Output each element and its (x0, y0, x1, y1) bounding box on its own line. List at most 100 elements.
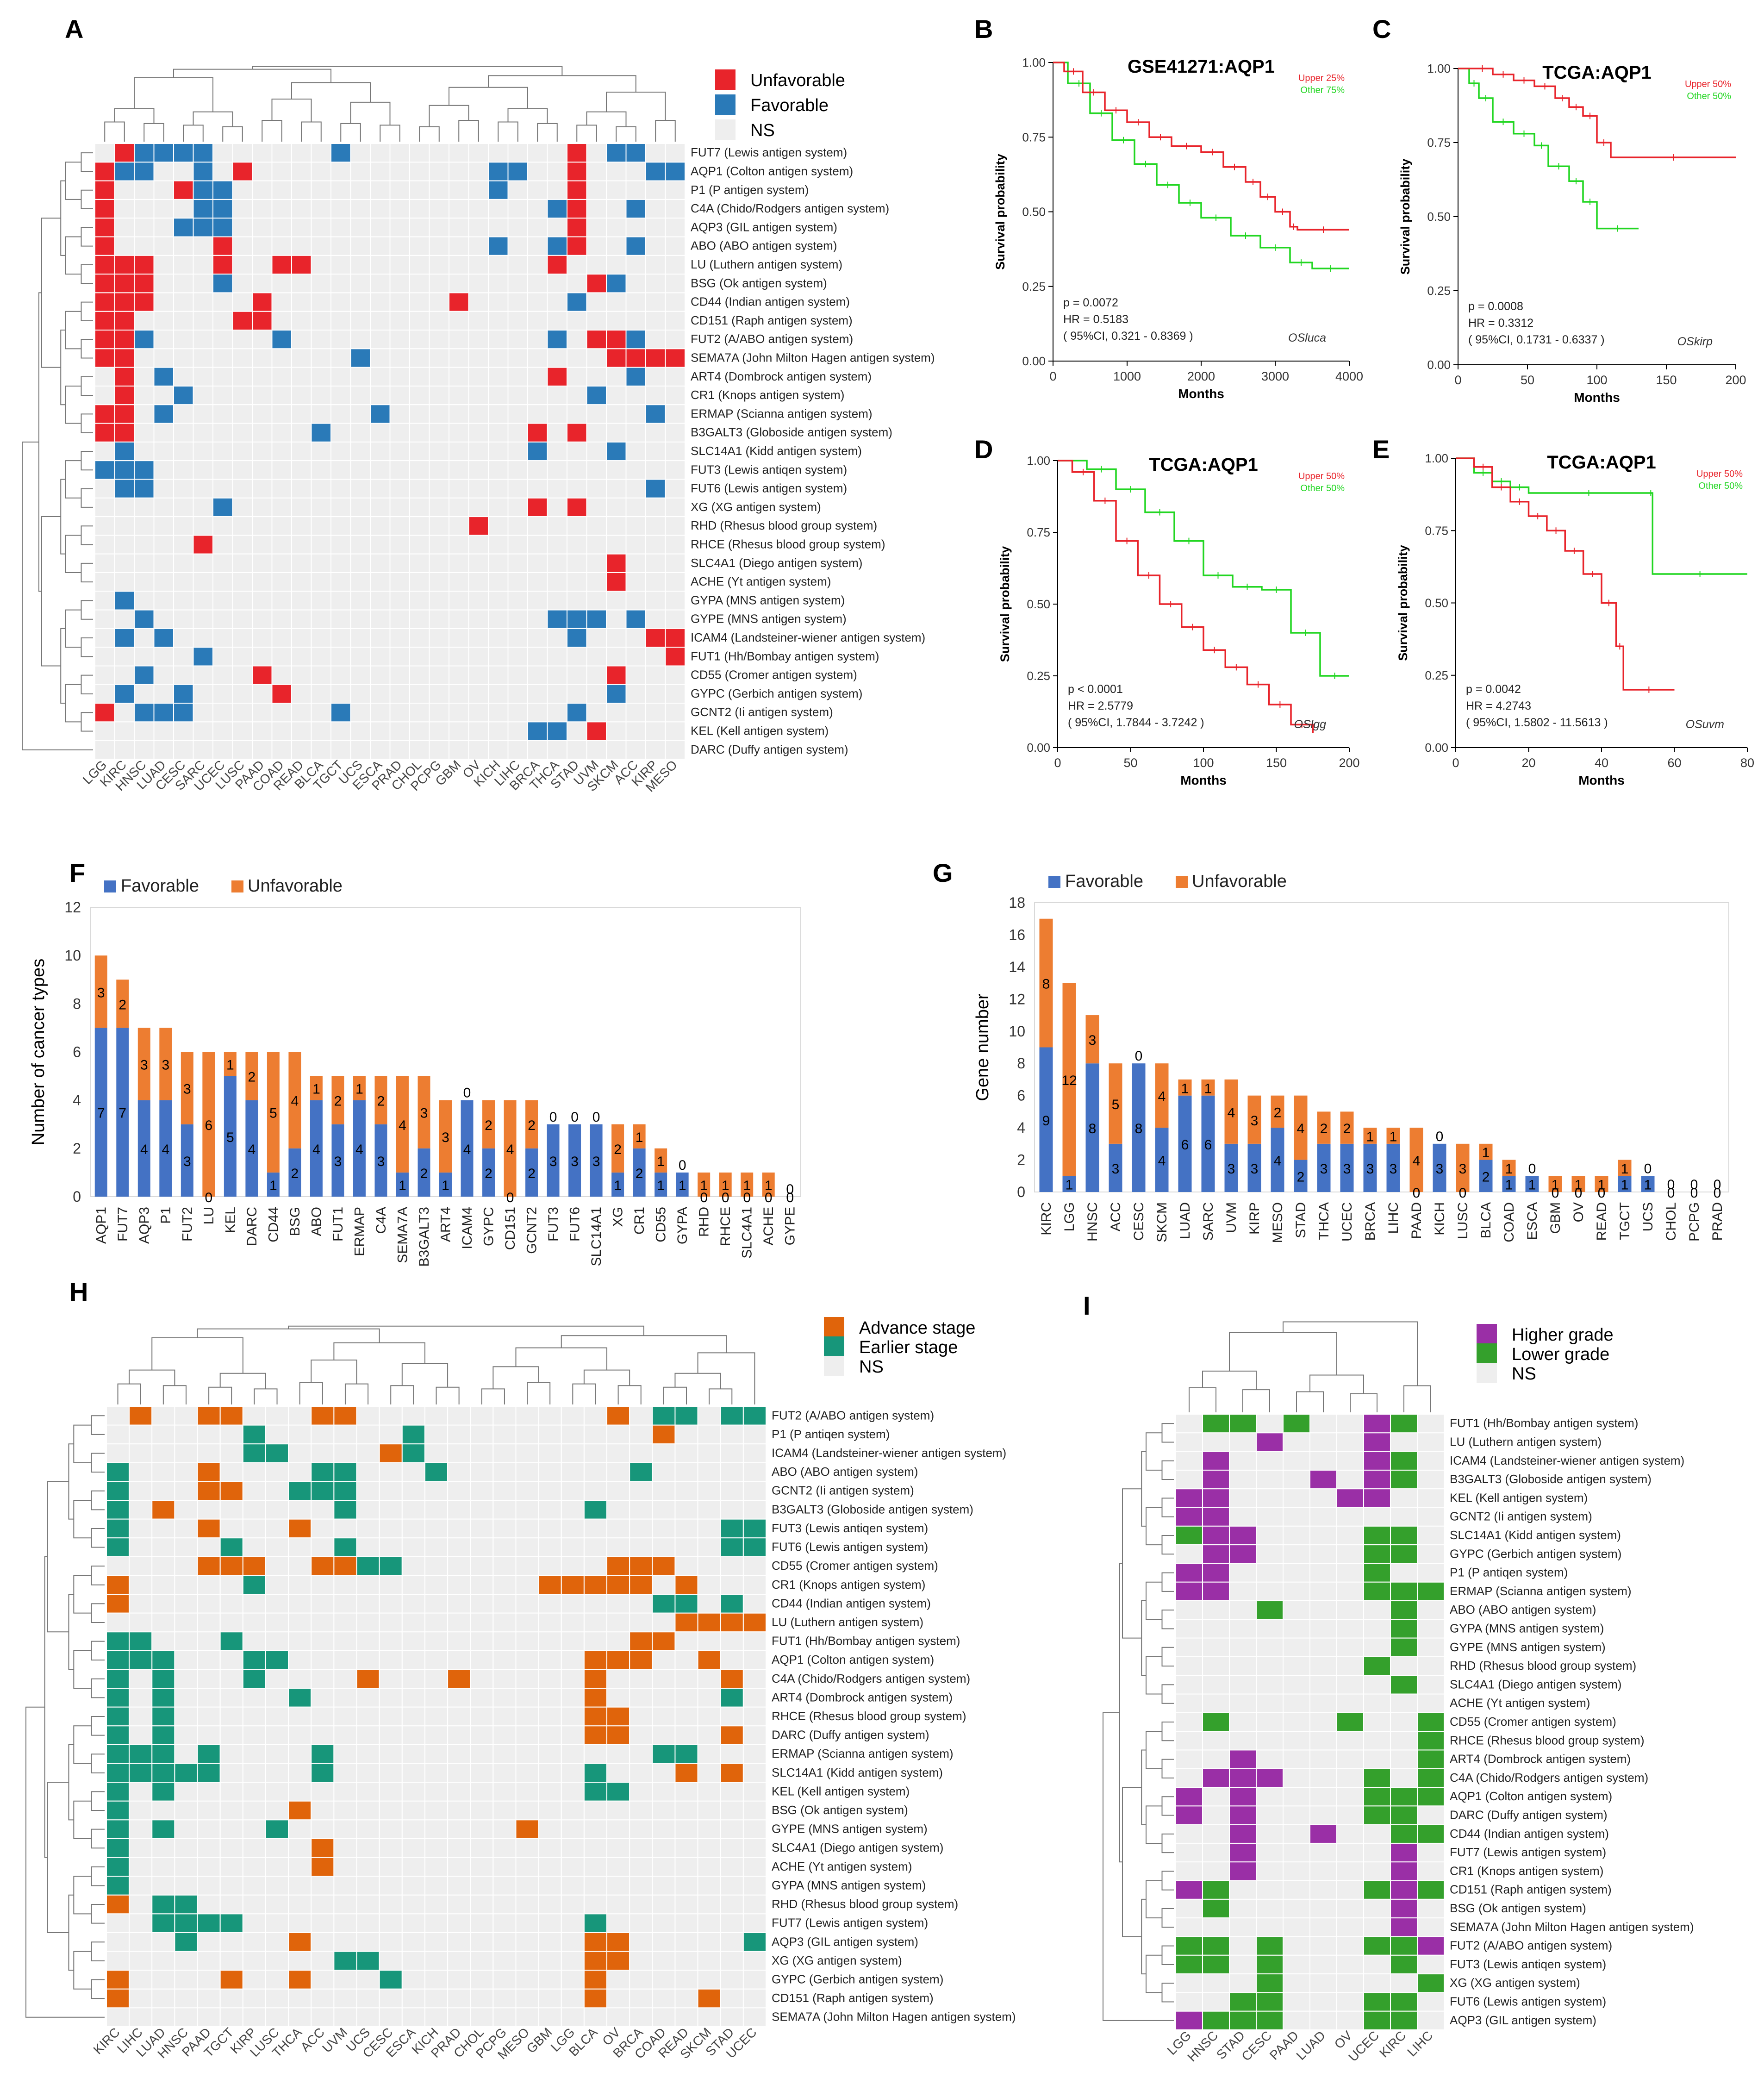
heatmap-cell (173, 236, 194, 256)
row-label: FUT6 (Lewis antigen system) (1450, 1995, 1606, 2009)
row-dendrogram (81, 339, 93, 359)
heatmap-cell (561, 1951, 585, 1971)
heatmap-cell (429, 255, 449, 275)
heatmap-cell (330, 348, 351, 368)
heatmap-cell (645, 441, 666, 462)
heatmap-cell (567, 460, 587, 480)
data-label-favorable: 3 (1366, 1161, 1374, 1177)
heatmap-cell (515, 1894, 539, 1915)
heatmap-cell (606, 367, 627, 387)
row-dendrogram (1103, 1712, 1174, 2021)
heatmap-cell (468, 404, 489, 424)
heatmap-cell (583, 1612, 608, 1633)
heatmap-cell (515, 1725, 539, 1745)
heatmap-cell (330, 665, 351, 685)
heatmap-cell (547, 292, 567, 312)
heatmap-cell (645, 218, 666, 237)
bar-unfavorable (331, 1076, 344, 1124)
heatmap-cell (652, 1537, 676, 1557)
row-label: RHCE (Rhesus blood group system) (1450, 1733, 1645, 1747)
data-label-unfavorable: 6 (205, 1118, 212, 1133)
heatmap-cell (429, 684, 449, 704)
heatmap-cell (742, 1932, 767, 1952)
heatmap-cell (652, 1763, 676, 1783)
legend-swatch (1477, 1343, 1497, 1364)
column-dendrogram (1189, 1387, 1216, 1412)
heatmap-cell (265, 1481, 289, 1501)
heatmap-cell (447, 1688, 471, 1708)
heatmap-cell (606, 591, 627, 611)
column-dendrogram (114, 108, 155, 124)
heatmap-cell (447, 1876, 471, 1896)
heatmap-cell (424, 1706, 449, 1727)
heatmap-cell (470, 1650, 494, 1670)
heatmap-cell (1336, 1861, 1364, 1881)
heatmap-cell (697, 1932, 721, 1952)
heatmap-cell (468, 591, 489, 611)
heatmap-cell (583, 1819, 608, 1839)
heatmap-cell (1309, 1861, 1337, 1881)
heatmap-cell (212, 591, 233, 611)
y-tick-label: 0.25 (1027, 669, 1050, 683)
heatmap-cell (106, 1894, 130, 1915)
heatmap-cell (311, 1537, 335, 1557)
heatmap-cell (527, 591, 548, 611)
heatmap-cell (1256, 1787, 1284, 1807)
heatmap-cell (547, 535, 567, 555)
heatmap-cell (311, 460, 331, 480)
heatmap-cell (1229, 1936, 1257, 1956)
heatmap-cell (356, 1481, 380, 1501)
heatmap-cell (561, 1612, 585, 1633)
heatmap-cell (583, 1688, 608, 1708)
heatmap-cell (1229, 1805, 1257, 1825)
bar-favorable (482, 1148, 495, 1197)
heatmap-cell (606, 1669, 630, 1689)
heatmap-cell (291, 665, 312, 685)
stats-line: p = 0.0008 (1468, 300, 1523, 313)
heatmap-cell (242, 1537, 266, 1557)
row-dendrogram (91, 1791, 105, 1811)
heatmap-cell (645, 628, 666, 648)
heatmap-cell (252, 218, 273, 237)
heatmap-cell (488, 236, 509, 256)
heatmap-cell (1309, 1898, 1337, 1919)
heatmap-cell (629, 1481, 653, 1501)
heatmap-cell (153, 609, 174, 629)
heatmap-cell (252, 274, 273, 293)
heatmap-cell (401, 1744, 425, 1764)
heatmap-cell (106, 1782, 130, 1802)
heatmap-cell (586, 330, 607, 349)
data-label-favorable: 3 (1228, 1161, 1235, 1177)
heatmap-cell (242, 1631, 266, 1651)
heatmap-cell (629, 1913, 653, 1933)
bar-unfavorable (1317, 1111, 1331, 1144)
heatmap-cell (291, 591, 312, 611)
heatmap-cell (134, 572, 155, 592)
heatmap-cell (742, 1800, 767, 1821)
heatmap-cell (586, 162, 607, 181)
bar-unfavorable (137, 1028, 150, 1100)
heatmap-cell (697, 1481, 721, 1501)
bar-favorable (288, 1148, 301, 1197)
x-tick-label: GYPE (783, 1207, 798, 1245)
heatmap-cell (1229, 1992, 1257, 2012)
heatmap-cell (492, 1481, 517, 1501)
heatmap-cell (697, 1763, 721, 1783)
y-tick-label: 0.50 (1027, 597, 1050, 611)
heatmap-cell (606, 1951, 630, 1971)
heatmap-cell (1175, 1805, 1203, 1825)
heatmap-cell (470, 1819, 494, 1839)
heatmap-cell (1309, 1507, 1337, 1527)
heatmap-cell (629, 1650, 653, 1670)
heatmap-cell (311, 535, 331, 555)
heatmap-cell (114, 460, 135, 480)
heatmap-cell (606, 647, 627, 667)
panel-letter-b: B (974, 14, 993, 44)
heatmap-cell (697, 1500, 721, 1520)
y-tick-label: 0.75 (1427, 136, 1451, 150)
bar-unfavorable (1409, 1128, 1423, 1192)
heatmap-cell (350, 367, 371, 387)
row-label: LU (Luthern antigen system) (772, 1615, 923, 1629)
heatmap-cell (252, 199, 273, 219)
